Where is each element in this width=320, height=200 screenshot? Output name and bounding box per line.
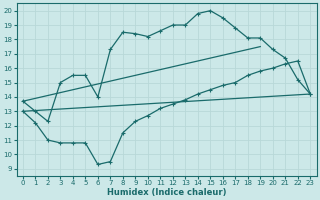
X-axis label: Humidex (Indice chaleur): Humidex (Indice chaleur)	[107, 188, 226, 197]
